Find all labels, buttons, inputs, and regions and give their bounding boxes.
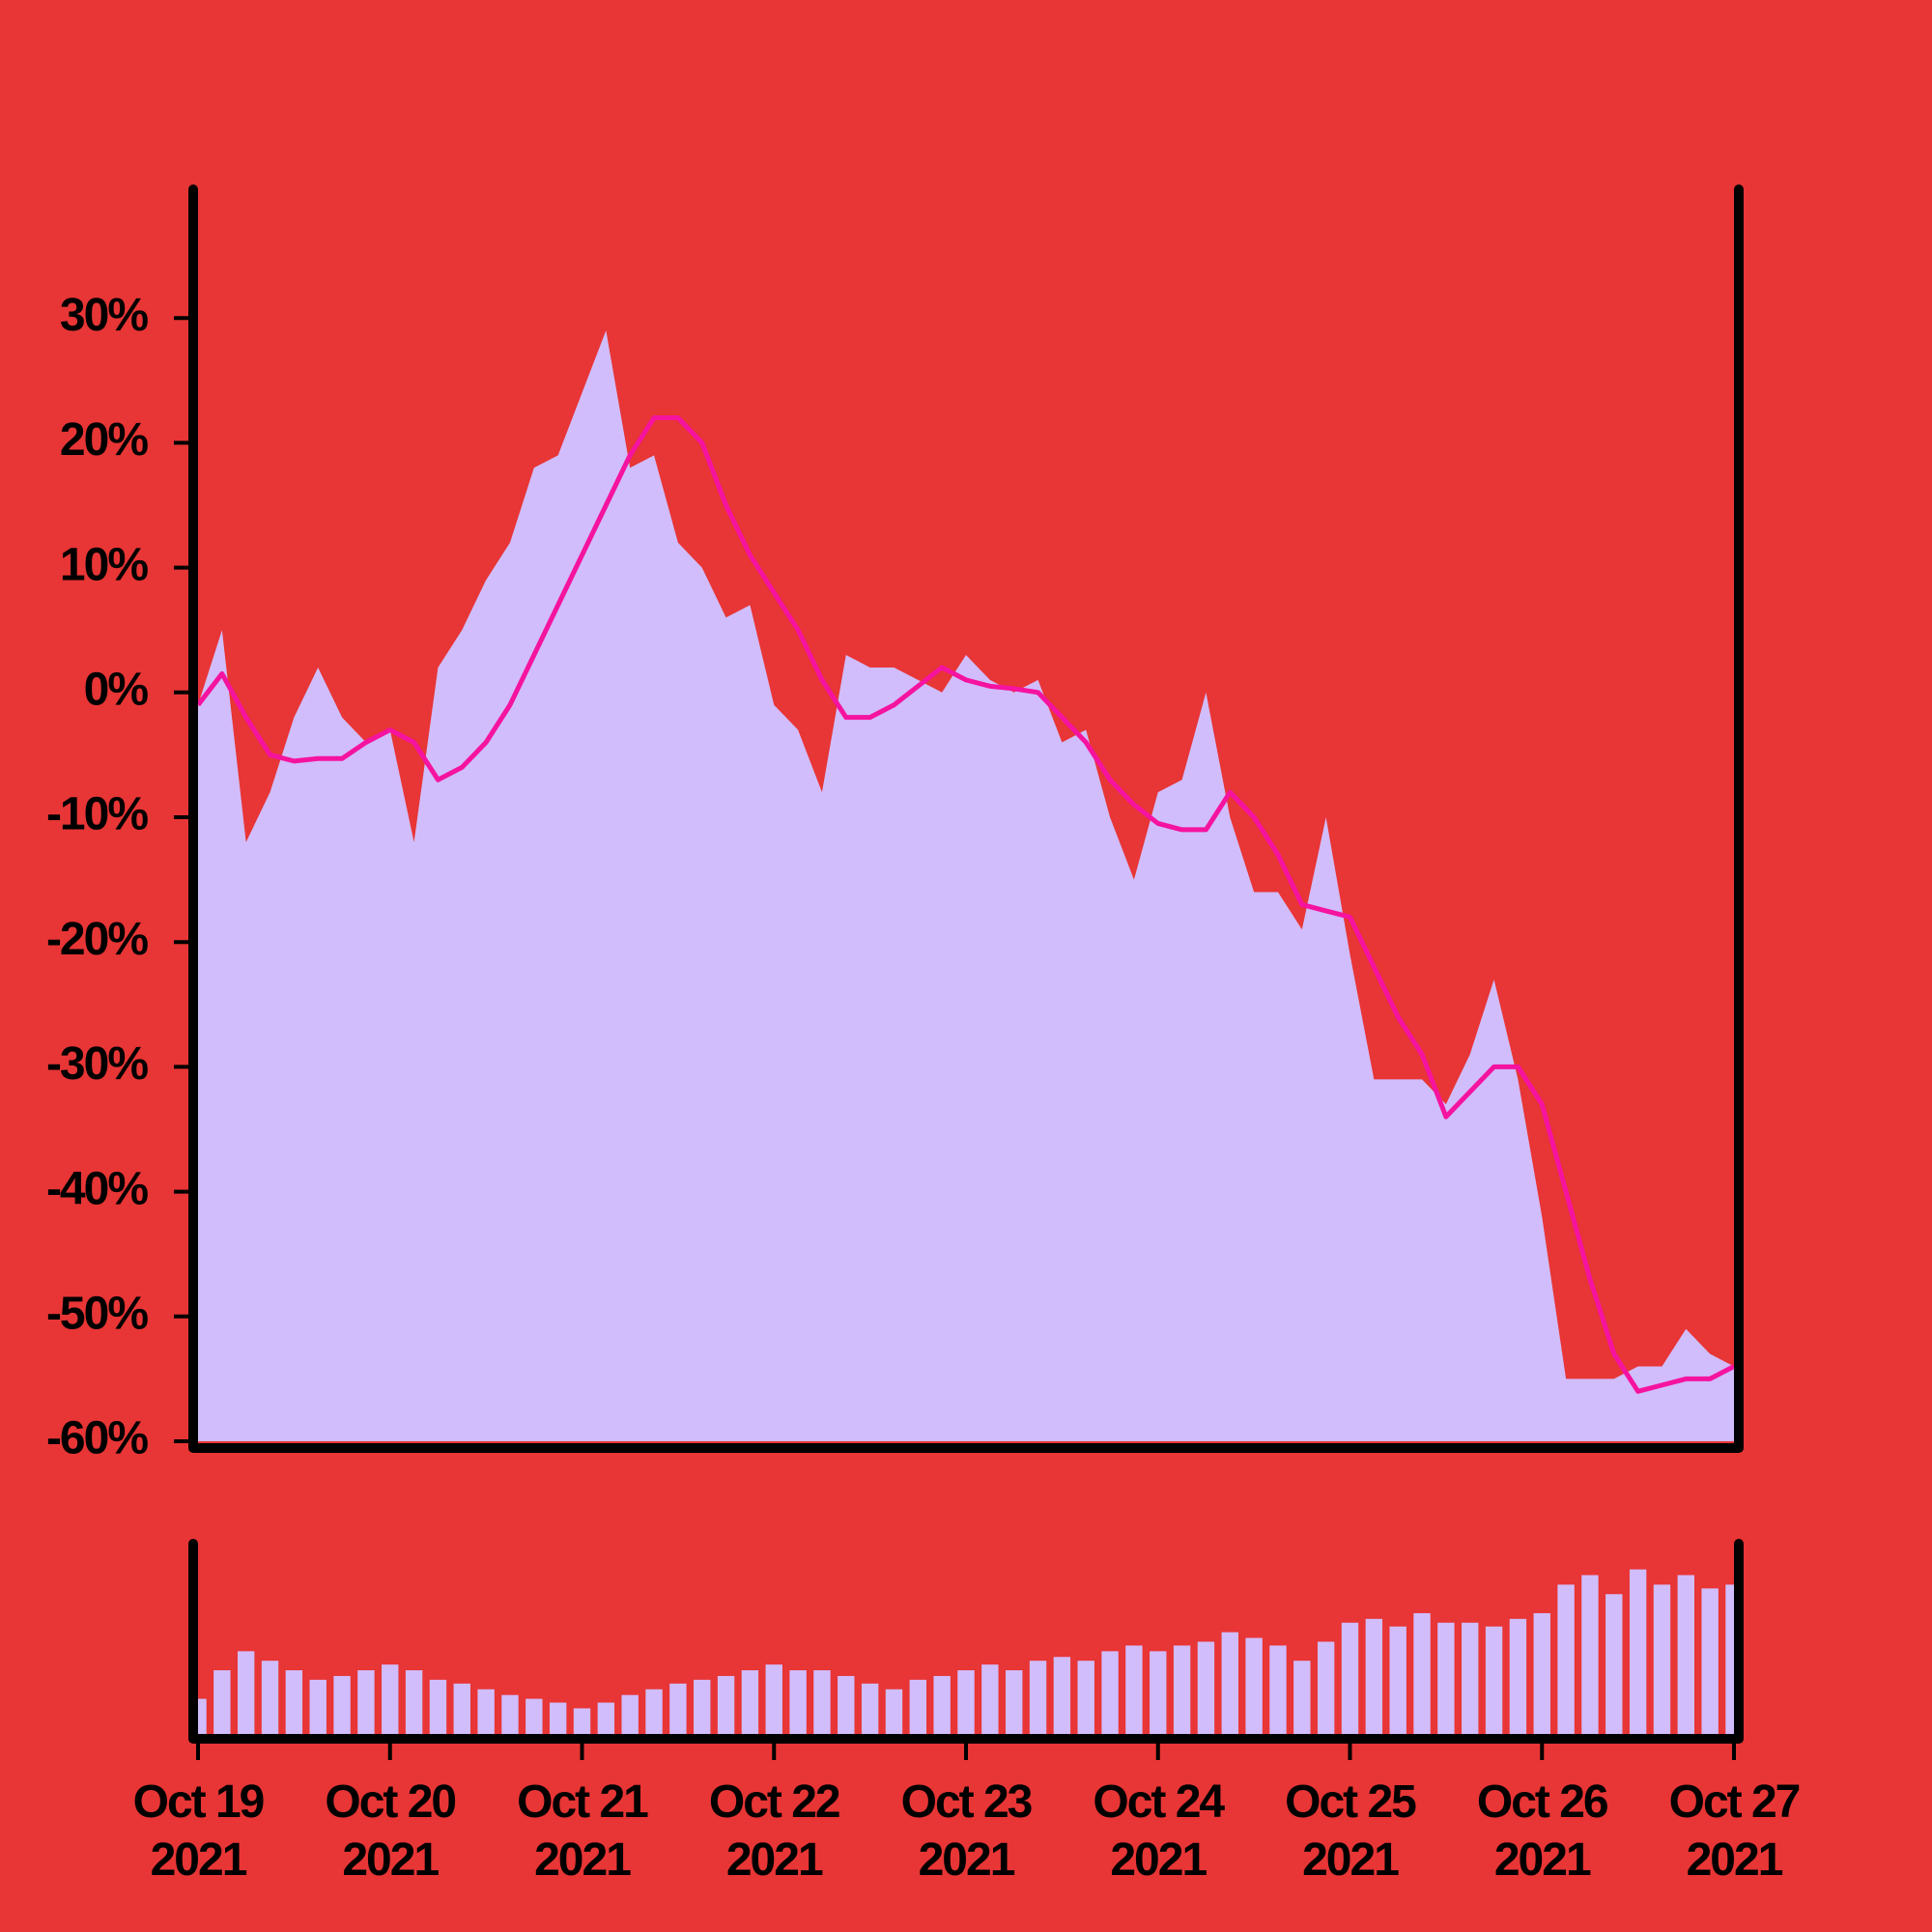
volume-bar <box>789 1670 807 1737</box>
x-tick-label: Oct 21 2021 <box>517 1776 649 1886</box>
volume-bar <box>885 1689 903 1737</box>
volume-bar <box>1509 1618 1527 1737</box>
x-tick-label: Oct 19 2021 <box>132 1776 266 1886</box>
volume-bar <box>477 1689 495 1737</box>
volume-bar <box>526 1698 543 1737</box>
frame <box>188 185 1744 1453</box>
volume-bar <box>405 1670 423 1737</box>
y-tick-label: -50% <box>46 1288 148 1339</box>
volume-bar <box>909 1679 927 1737</box>
volume-bar <box>1077 1661 1094 1737</box>
volume-bar <box>838 1675 855 1737</box>
volume-bar <box>573 1708 591 1737</box>
volume-bar <box>1437 1622 1455 1737</box>
volume-bar <box>813 1670 831 1737</box>
x-tick-label: Oct 22 2021 <box>708 1776 841 1886</box>
volume-bar <box>1125 1645 1143 1737</box>
volume-bar <box>1221 1632 1238 1737</box>
volume-bar <box>501 1694 519 1737</box>
volume-bar <box>1581 1575 1599 1737</box>
volume-bar <box>309 1679 327 1737</box>
y-tick-label: -20% <box>46 914 148 965</box>
x-tick-label: Oct 23 2021 <box>900 1776 1034 1886</box>
volume-bar <box>717 1675 735 1737</box>
volume-bar <box>549 1702 567 1737</box>
volume-bar <box>1677 1575 1695 1737</box>
volume-bar <box>1485 1626 1503 1737</box>
volume-bar <box>1653 1584 1671 1737</box>
volume-bar <box>1197 1641 1215 1737</box>
volume-bar <box>861 1683 879 1737</box>
volume-bar <box>1317 1641 1335 1737</box>
y-tick-label: 0% <box>84 664 149 715</box>
x-tick-label: Oct 25 2021 <box>1285 1776 1417 1886</box>
volume-bar <box>597 1702 615 1737</box>
y-tick-label: -10% <box>46 789 148 840</box>
volume-bar <box>1269 1645 1287 1737</box>
volume-bar <box>933 1675 951 1737</box>
volume-bar <box>1173 1645 1191 1737</box>
volume-bar <box>957 1670 975 1737</box>
volume-bar <box>1533 1612 1550 1737</box>
volume-bar <box>1005 1670 1023 1737</box>
volume-bar <box>1557 1584 1575 1737</box>
y-tick-label: 10% <box>60 539 148 590</box>
volume-bar <box>261 1661 279 1737</box>
volume-bar <box>1605 1594 1623 1737</box>
line <box>196 415 1736 1394</box>
x-tick-label: Oct 20 2021 <box>325 1776 457 1886</box>
volume-bar <box>1462 1622 1479 1737</box>
y-tick-label: 30% <box>60 290 148 341</box>
volume-bar <box>382 1664 399 1737</box>
volume-bar <box>1101 1651 1119 1737</box>
volume-bar <box>1245 1637 1263 1737</box>
volume-bar <box>1293 1661 1311 1737</box>
volume-bar <box>1701 1588 1719 1737</box>
volume-bar <box>453 1683 470 1737</box>
volume-bar <box>1629 1569 1647 1737</box>
x-tick-label: Oct 24 2021 <box>1093 1776 1225 1886</box>
volume-bar <box>237 1651 255 1737</box>
volume-bar <box>1389 1626 1406 1737</box>
volume-bar <box>1150 1651 1167 1737</box>
volume-bar <box>694 1679 711 1737</box>
volume-bar <box>285 1670 303 1737</box>
y-tick-label: -30% <box>46 1038 148 1090</box>
volume-bar <box>621 1694 639 1737</box>
volume-bar <box>357 1670 375 1737</box>
volume-bar <box>1053 1657 1071 1737</box>
y-tick-label: -40% <box>46 1163 148 1214</box>
volume-bar <box>1413 1612 1431 1737</box>
x-tick-label: Oct 27 2021 <box>1668 1776 1802 1886</box>
volume-bar <box>981 1664 999 1737</box>
volume-bar <box>741 1670 759 1737</box>
x-tick-label: Oct 26 2021 <box>1476 1776 1609 1886</box>
volume-bar <box>1029 1661 1047 1737</box>
volume-bar <box>765 1664 782 1737</box>
volume-bar <box>1365 1618 1383 1737</box>
y-tick-label: -60% <box>46 1413 148 1464</box>
volume-bar <box>213 1670 231 1737</box>
volume-bar <box>1341 1622 1359 1737</box>
volume-bar <box>333 1675 351 1737</box>
volume-bar <box>429 1679 447 1737</box>
y-tick-label: 20% <box>60 414 148 466</box>
area <box>198 330 1734 1441</box>
volume-bar <box>669 1683 687 1737</box>
volume-bar <box>645 1689 663 1737</box>
